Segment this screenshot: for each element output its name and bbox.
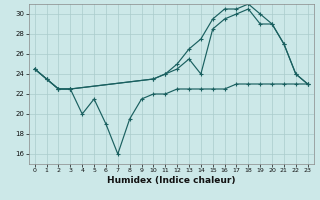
X-axis label: Humidex (Indice chaleur): Humidex (Indice chaleur) <box>107 176 236 185</box>
